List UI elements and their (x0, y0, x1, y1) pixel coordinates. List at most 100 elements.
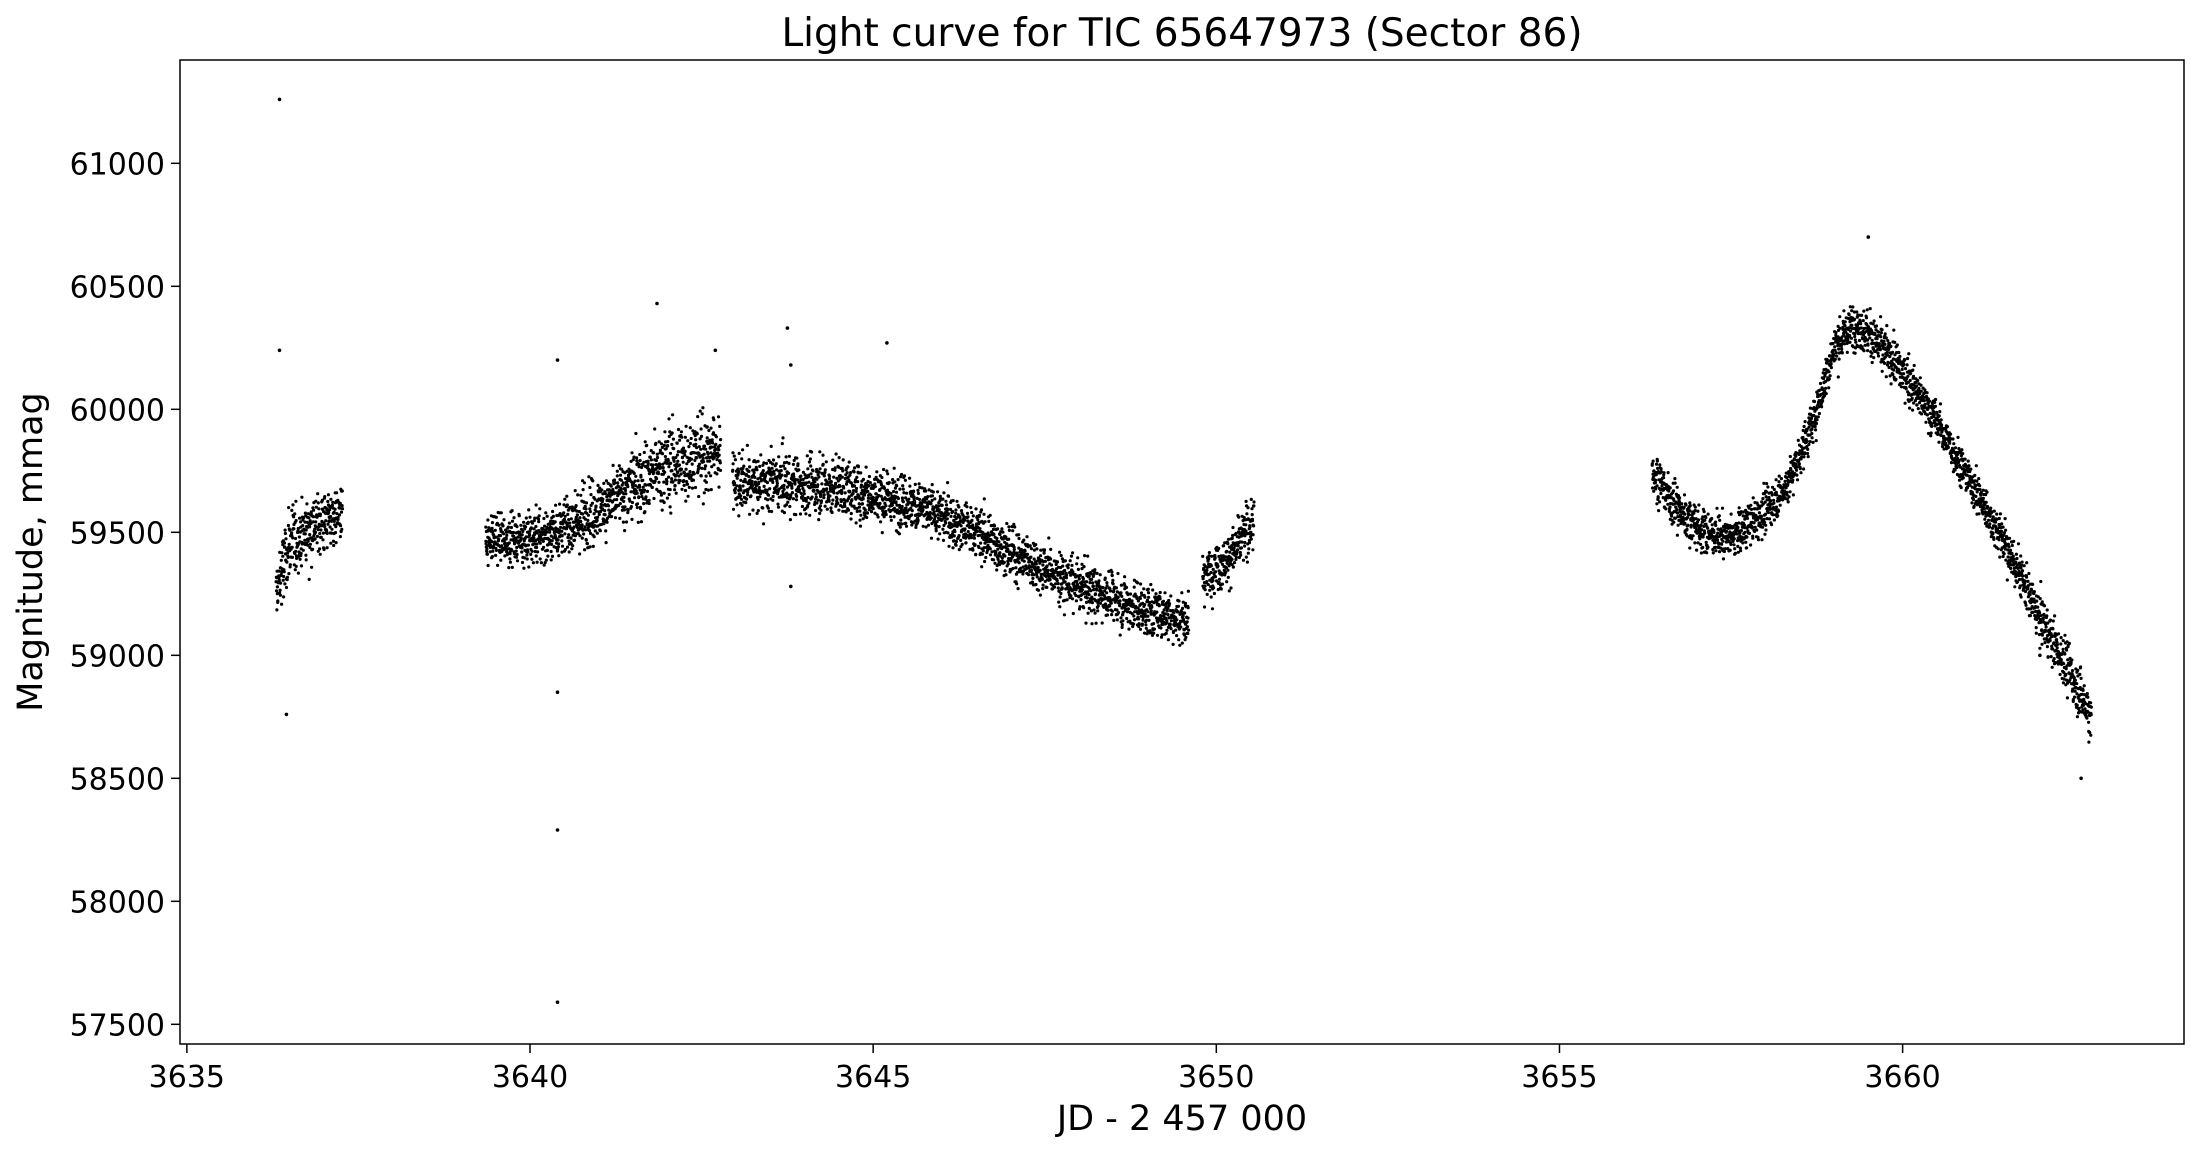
data-point (327, 510, 331, 514)
data-point (815, 477, 819, 481)
data-point (806, 467, 810, 471)
data-point (964, 541, 968, 545)
data-point (1838, 326, 1842, 330)
data-point (791, 497, 796, 501)
data-point (1687, 513, 1691, 517)
data-point (969, 536, 974, 540)
data-point (662, 500, 666, 505)
data-point (992, 524, 997, 528)
data-point (1023, 549, 1027, 553)
data-point (662, 443, 666, 447)
data-point (1115, 618, 1119, 622)
data-point (543, 524, 547, 528)
data-point (1118, 599, 1122, 603)
data-point (1705, 551, 1709, 555)
data-point (761, 469, 765, 473)
data-point (1239, 546, 1243, 550)
data-point (1059, 576, 1063, 580)
data-point (1102, 594, 1106, 598)
data-point (1820, 405, 1824, 409)
data-point (1693, 541, 1697, 545)
data-point (321, 531, 325, 535)
data-point (1072, 584, 1076, 588)
data-point (1250, 517, 1255, 522)
data-point (954, 511, 958, 515)
data-point (1225, 559, 1230, 564)
data-point (683, 449, 687, 453)
data-point (825, 487, 829, 491)
data-point (787, 471, 791, 475)
data-point (878, 488, 882, 492)
data-point (1180, 591, 1184, 595)
data-point (1778, 503, 1782, 507)
data-point (924, 525, 928, 529)
data-point (1701, 545, 1705, 550)
data-point (1083, 554, 1087, 558)
data-point (953, 530, 957, 534)
data-point (1732, 537, 1736, 541)
data-point (998, 554, 1002, 558)
data-point (1811, 440, 1815, 444)
data-point (534, 554, 538, 558)
data-point (1035, 547, 1039, 551)
data-point (783, 467, 787, 471)
data-point (770, 478, 774, 482)
data-point (323, 495, 327, 499)
data-point (324, 519, 328, 523)
data-point (1765, 482, 1769, 486)
data-point (657, 480, 661, 484)
data-point (583, 525, 587, 529)
data-point (852, 489, 856, 493)
data-point (1795, 478, 1800, 482)
data-point (755, 511, 759, 515)
data-point (1096, 604, 1100, 608)
data-point (761, 506, 765, 510)
data-point (653, 479, 657, 483)
data-point (1068, 559, 1072, 563)
data-point (560, 539, 564, 543)
data-point (1080, 588, 1084, 592)
data-point (674, 455, 678, 460)
data-point (521, 529, 525, 534)
data-point (336, 515, 340, 520)
data-point (946, 531, 950, 535)
data-point (658, 463, 662, 467)
data-point (287, 572, 291, 576)
data-point (519, 523, 523, 527)
data-point (1231, 525, 1235, 530)
data-point (1770, 523, 1774, 527)
data-point (1125, 616, 1129, 621)
data-point (1742, 523, 1746, 527)
data-point (306, 539, 310, 543)
data-point (871, 495, 875, 499)
data-point (278, 588, 282, 592)
data-point (1814, 439, 1818, 443)
data-point (673, 488, 677, 492)
data-point (642, 502, 646, 506)
data-point (563, 532, 567, 536)
data-point (757, 486, 761, 490)
data-point (1794, 462, 1798, 466)
data-point (817, 470, 821, 474)
data-point (954, 508, 958, 512)
data-point (706, 452, 710, 456)
data-point (535, 542, 539, 546)
data-point (1209, 564, 1213, 568)
data-point (1045, 564, 1049, 568)
data-point (1014, 566, 1018, 570)
data-point (992, 532, 996, 537)
data-point (941, 527, 945, 531)
data-point (1000, 527, 1004, 531)
data-point (1774, 478, 1778, 482)
data-point (622, 499, 626, 503)
data-point (1829, 362, 1833, 366)
data-point (600, 488, 604, 492)
data-point (904, 524, 909, 528)
data-point (853, 466, 857, 470)
data-point (639, 520, 644, 524)
data-point (544, 558, 548, 562)
data-point (910, 509, 914, 513)
data-point (1137, 622, 1141, 626)
data-point (311, 515, 316, 519)
data-point (1794, 454, 1798, 458)
